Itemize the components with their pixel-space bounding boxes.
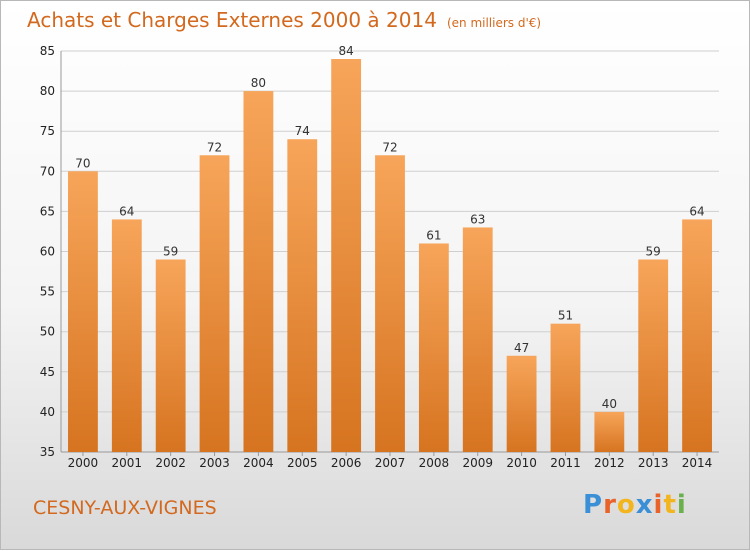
data-label-2004: 80 (251, 76, 266, 90)
bar-2004 (243, 91, 274, 452)
x-axis-labels: 2000 2001 2002 2003 2004 2005 2006 2007 2008 2009… (68, 452, 713, 470)
y-tick-label: 55 (40, 285, 55, 299)
bar-2010 (506, 355, 537, 452)
data-label-2000: 70 (75, 156, 90, 170)
bar-2005 (287, 139, 318, 452)
bar-2002 (155, 259, 186, 452)
bar-2009 (462, 227, 493, 452)
x-tick-label-2005: 2005 (287, 456, 318, 470)
x-tick-label-2010: 2010 (506, 456, 537, 470)
data-label-2012: 40 (602, 397, 617, 411)
y-tick-label: 60 (40, 245, 55, 259)
chart-title: Achats et Charges Externes 2000 à 2014 (e… (27, 8, 541, 32)
data-label-2013: 59 (646, 245, 661, 259)
x-tick-label-2014: 2014 (682, 456, 713, 470)
bar-2000 (68, 171, 98, 453)
bar-2006 (331, 59, 362, 453)
bar-2001 (111, 219, 142, 452)
data-label-2005: 74 (295, 124, 310, 138)
logo-letter: x (635, 490, 654, 520)
x-tick-label-2009: 2009 (462, 456, 493, 470)
y-tick-label: 40 (40, 405, 55, 419)
bar-2007 (375, 155, 405, 452)
chart-title-text: Achats et Charges Externes 2000 à 2014 (27, 8, 437, 32)
bars: 70 64 59 72 80 74 84 72 61 63 47 51 40 59 64 (68, 44, 712, 453)
y-tick-label: 45 (40, 365, 55, 379)
x-tick-label-2008: 2008 (419, 456, 450, 470)
data-label-2011: 51 (558, 309, 573, 323)
logo-letter: P (583, 490, 604, 520)
x-tick-label-2004: 2004 (243, 456, 274, 470)
data-label-2014: 64 (689, 204, 704, 218)
data-label-2007: 72 (382, 140, 397, 154)
bar-2013 (638, 259, 669, 452)
data-label-2008: 61 (426, 228, 441, 242)
commune-name: CESNY-AUX-VIGNES (33, 497, 217, 519)
logo-letter: o (616, 490, 636, 520)
proxiti-logo: Proxiti (583, 490, 687, 520)
x-tick-label-2001: 2001 (112, 456, 143, 470)
y-tick-label: 70 (40, 164, 55, 178)
bar-2011 (550, 323, 581, 452)
y-axis: 35 40 45 50 55 60 65 70 75 80 85 (40, 44, 719, 459)
x-tick-label-2011: 2011 (550, 456, 581, 470)
bar-2012 (594, 411, 625, 452)
bar-2003 (199, 155, 230, 452)
x-tick-label-2002: 2002 (155, 456, 186, 470)
x-tick-label-2013: 2013 (638, 456, 669, 470)
data-label-2010: 47 (514, 341, 529, 355)
logo-letter: r (603, 490, 617, 520)
y-tick-label: 85 (40, 44, 55, 58)
bar-2008 (418, 243, 449, 452)
logo-letter: t (663, 490, 677, 520)
y-tick-label: 75 (40, 124, 55, 138)
y-tick-label: 80 (40, 84, 55, 98)
bar-2014 (682, 219, 712, 452)
data-label-2003: 72 (207, 140, 222, 154)
x-tick-label-2000: 2000 (68, 456, 99, 470)
y-tick-label: 35 (40, 445, 55, 459)
x-tick-label-2006: 2006 (331, 456, 362, 470)
x-tick-label-2012: 2012 (594, 456, 625, 470)
chart-subtitle: (en milliers d'€) (446, 16, 542, 30)
data-label-2009: 63 (470, 212, 485, 226)
data-label-2001: 64 (119, 204, 134, 218)
y-tick-label: 65 (40, 204, 55, 218)
x-tick-label-2003: 2003 (199, 456, 230, 470)
logo-letter: i (653, 490, 664, 520)
logo-letter: i (676, 490, 687, 520)
data-label-2006: 84 (338, 44, 353, 58)
y-tick-label: 50 (40, 325, 55, 339)
x-tick-label-2007: 2007 (375, 456, 406, 470)
data-label-2002: 59 (163, 245, 178, 259)
